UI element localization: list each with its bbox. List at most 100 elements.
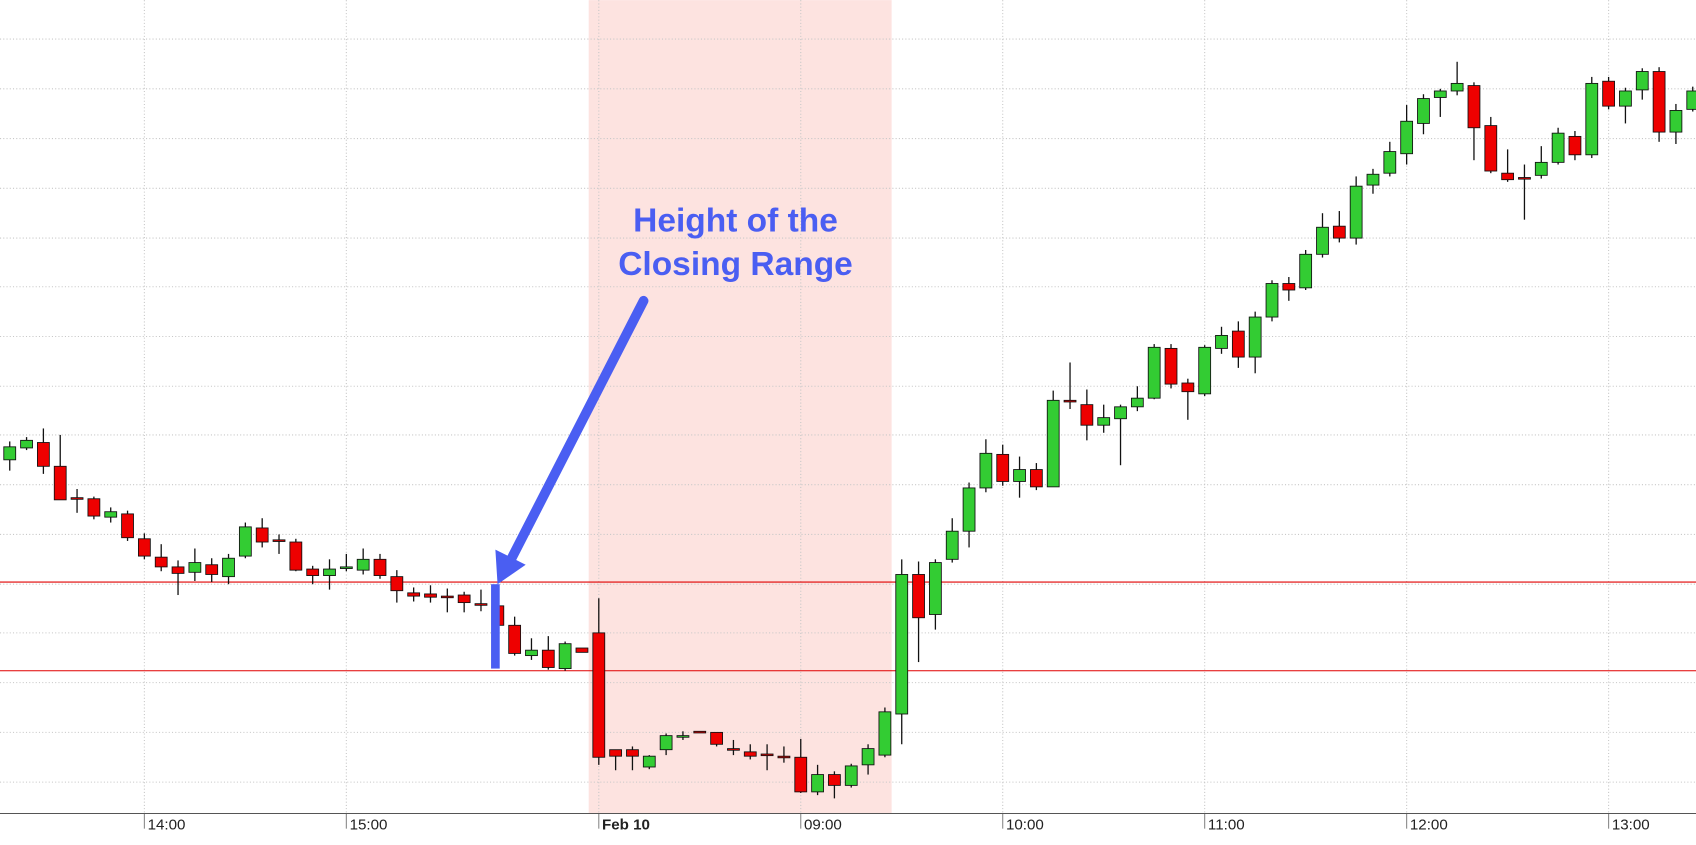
candle-body (1501, 172, 1515, 181)
candle-body (1164, 347, 1178, 385)
annotation-line: Closing Range (618, 246, 853, 283)
candle-body (541, 649, 555, 668)
arrow-head (495, 549, 526, 585)
candle-body (1433, 90, 1447, 98)
candle-body (878, 711, 892, 756)
candle-body (525, 649, 538, 657)
candle-body (289, 541, 303, 571)
background-layer (588, 0, 892, 814)
x-tick-label: 15:00 (350, 817, 388, 834)
candle-body (1400, 120, 1414, 155)
candle-body (945, 530, 959, 560)
candle-body (1534, 161, 1548, 176)
candle-body (1248, 316, 1262, 358)
candle-body (828, 774, 841, 786)
candle-body (339, 566, 353, 569)
candle-body (323, 568, 336, 576)
candle-body (87, 498, 101, 517)
candle-body (1652, 71, 1666, 133)
candle-body (1198, 346, 1212, 395)
candle-body (592, 632, 606, 758)
candle-body (171, 566, 185, 574)
candle-body (188, 562, 202, 573)
x-tick-label: 12:00 (1410, 817, 1448, 834)
candle-body (1029, 469, 1043, 488)
candle-body (70, 497, 84, 500)
candle-body (1568, 135, 1582, 156)
candle-body (929, 562, 942, 615)
candle-body (979, 452, 993, 489)
candle-body (626, 749, 639, 757)
candle-body (1602, 80, 1615, 107)
candle-body (1282, 283, 1296, 291)
candle-body (912, 574, 925, 619)
candle-body (20, 439, 33, 449)
candle-body (1130, 397, 1144, 408)
candle-body (1366, 173, 1380, 186)
candle-body (794, 756, 808, 793)
annotation-line: Height of the (633, 203, 838, 240)
candle-body (306, 568, 320, 576)
candle-body (575, 647, 589, 653)
candle-body (1046, 399, 1060, 488)
candle-body (457, 594, 471, 604)
candle-body (1114, 406, 1127, 420)
candle-body (558, 643, 572, 670)
candle-body (37, 442, 50, 467)
candle-body (1635, 71, 1649, 91)
candle-body (895, 574, 909, 715)
candle-body (1518, 177, 1531, 180)
candle-body (710, 731, 723, 745)
candle-body (272, 539, 286, 542)
candle-body (777, 755, 791, 759)
candle-body (609, 749, 623, 757)
candle-body (642, 755, 656, 768)
candle-body (1097, 417, 1111, 426)
candle-body (996, 453, 1010, 482)
candle-body (760, 753, 774, 757)
candle-body (1013, 469, 1026, 482)
candle-body (121, 513, 134, 539)
candle-body (474, 603, 488, 606)
x-tick-label: 13:00 (1612, 817, 1650, 834)
candle-body (440, 595, 454, 599)
candle-body (154, 556, 168, 568)
arrow-shaft (505, 295, 649, 566)
candle-body (1349, 185, 1363, 239)
candle-body (1181, 382, 1195, 393)
candle-body (693, 730, 707, 734)
candle-body (811, 774, 824, 793)
candle-body (676, 735, 690, 738)
candle-body (1332, 225, 1346, 239)
candle-body (390, 576, 404, 592)
candle-body (1215, 334, 1228, 349)
candle-body (255, 527, 269, 543)
candle-body (1450, 82, 1464, 92)
candle-body (659, 735, 673, 751)
range-bar (491, 584, 500, 669)
marks-layer (3, 61, 1696, 799)
candle-body (508, 624, 522, 654)
x-tick-label: 10:00 (1006, 817, 1044, 834)
candle-body (1063, 399, 1077, 403)
candle-body (1299, 253, 1313, 289)
candle-body (861, 748, 875, 766)
candle-body (1551, 132, 1565, 163)
candle-body (424, 593, 437, 598)
candle-body (1231, 330, 1245, 358)
candle-body (743, 751, 757, 757)
candle-body (1467, 85, 1481, 129)
annotation-layer: Height of the Closing Range (491, 203, 853, 669)
candle-body (205, 564, 219, 575)
session-highlight (588, 0, 892, 814)
candle-body (1669, 110, 1683, 133)
candle-body (1080, 404, 1094, 426)
candle-body (1417, 98, 1430, 124)
x-tick-label: Feb 10 (602, 817, 650, 834)
candle-body (844, 765, 858, 786)
candle-body (373, 558, 387, 576)
candle-body (356, 558, 370, 571)
x-tick-label: 09:00 (804, 817, 842, 834)
